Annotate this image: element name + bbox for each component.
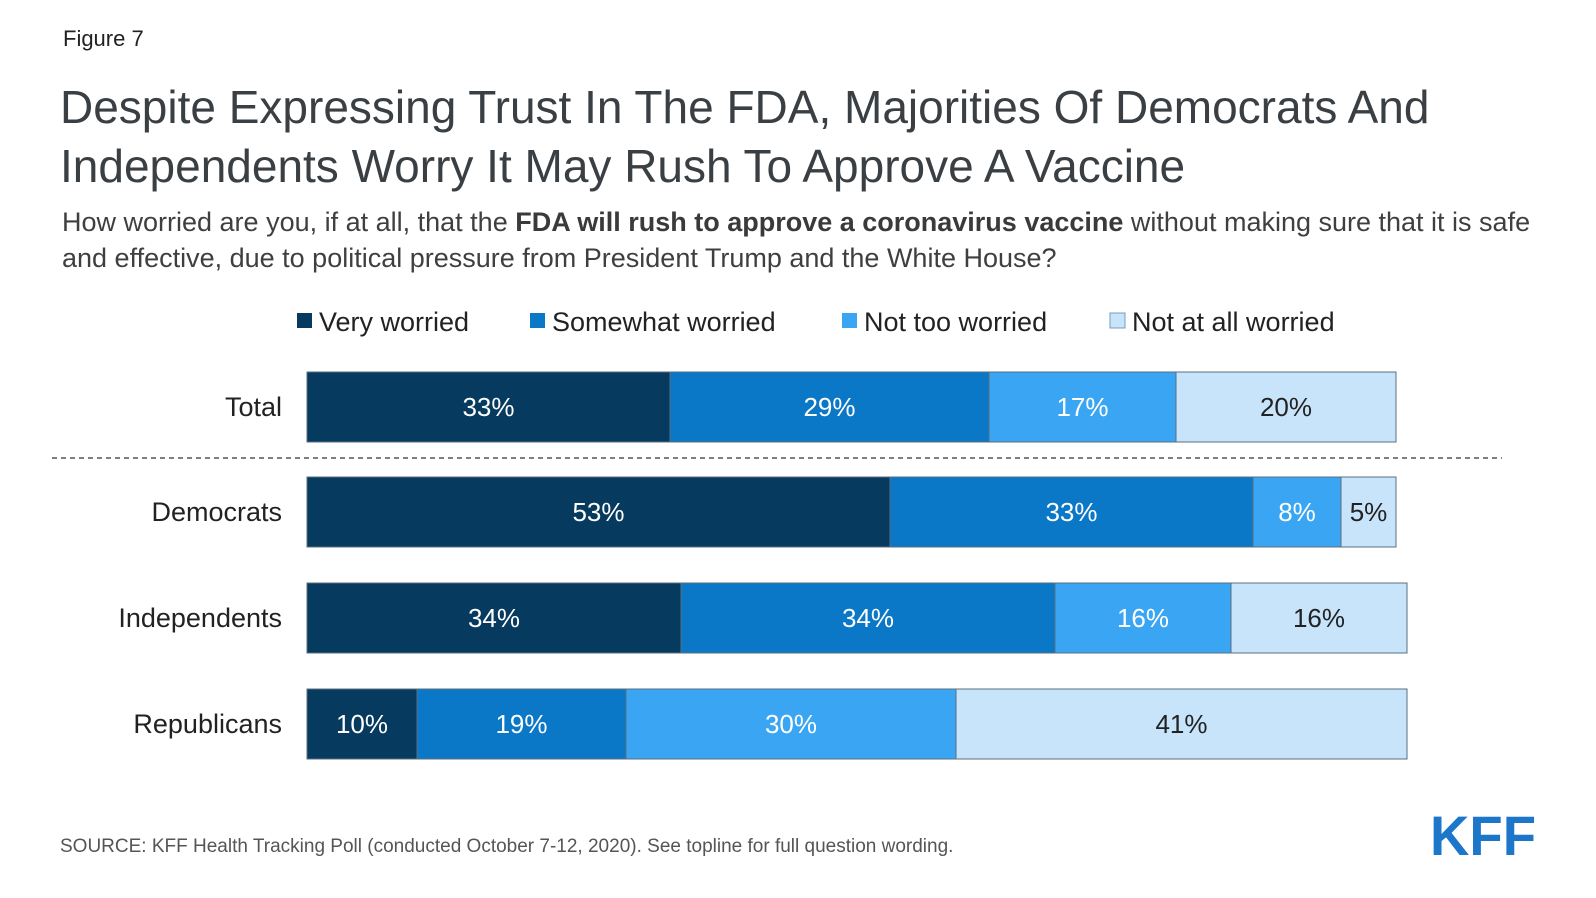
bar-republicans-3: [625, 688, 957, 760]
bar-independents-3: [1054, 582, 1232, 654]
bar-democrats-2: [889, 476, 1254, 548]
data-label-independents-1: 34%: [468, 603, 520, 633]
figure-label: Figure 7: [63, 26, 144, 51]
subtitle-text-start: How worried are you, if at all, that the: [62, 207, 516, 237]
data-label-total-4: 20%: [1260, 392, 1312, 422]
bar-republicans-1: [306, 688, 418, 760]
subtitle-text-end: without making sure that it is safe and …: [62, 207, 1531, 273]
data-label-democrats-1: 53%: [572, 497, 624, 527]
data-label-republicans-1: 10%: [336, 709, 388, 739]
data-label-democrats-4: 5%: [1350, 497, 1388, 527]
data-label-democrats-2: 33%: [1045, 497, 1097, 527]
data-label-total-1: 33%: [462, 392, 514, 422]
data-label-total-2: 29%: [803, 392, 855, 422]
data-label-independents-3: 16%: [1117, 603, 1169, 633]
data-label-republicans-4: 41%: [1155, 709, 1207, 739]
bar-democrats-4: [1340, 476, 1397, 548]
data-label-total-3: 17%: [1056, 392, 1108, 422]
kff-logo-text: KFF: [1430, 810, 1536, 860]
data-label-democrats-3: 8%: [1278, 497, 1316, 527]
subtitle-text-bold: FDA will rush to approve a coronavirus v…: [515, 207, 1124, 237]
legend-swatch-2: [530, 313, 545, 328]
data-label-independents-2: 34%: [842, 603, 894, 633]
source-note: SOURCE: KFF Health Tracking Poll (conduc…: [60, 836, 954, 857]
kff-logo: KFF: [1430, 804, 1538, 867]
legend-swatch-4: [1109, 312, 1126, 329]
chart-title: Despite Expressing Trust In The FDA, Maj…: [60, 81, 1430, 192]
bar-republicans-2: [416, 688, 627, 760]
kff-logo-mark: KFF: [1430, 804, 1536, 867]
bar-total-4: [1175, 371, 1397, 443]
data-label-independents-4: 16%: [1293, 603, 1345, 633]
data-label-republicans-2: 19%: [495, 709, 547, 739]
category-label-total: Total: [225, 392, 282, 422]
bar-total-3: [988, 371, 1177, 443]
category-label-republicans: Republicans: [133, 709, 282, 739]
category-label-independents: Independents: [118, 603, 282, 633]
bar-independents-4: [1230, 582, 1408, 654]
bar-democrats-1: [306, 476, 891, 548]
legend-label-4: Not at all worried: [1132, 307, 1335, 337]
category-label-democrats: Democrats: [151, 497, 282, 527]
legend-label-2: Somewhat worried: [552, 307, 776, 337]
chart-subtitle: How worried are you, if at all, that the…: [62, 204, 1562, 276]
legend-swatch-3: [842, 313, 857, 328]
legend-label-1: Very worried: [319, 307, 469, 337]
bar-independents-1: [306, 582, 682, 654]
legend-label-3: Not too worried: [864, 307, 1047, 337]
legend-swatch-1: [297, 313, 312, 328]
data-label-republicans-3: 30%: [765, 709, 817, 739]
bar-republicans-4: [955, 688, 1408, 760]
bar-independents-2: [680, 582, 1056, 654]
